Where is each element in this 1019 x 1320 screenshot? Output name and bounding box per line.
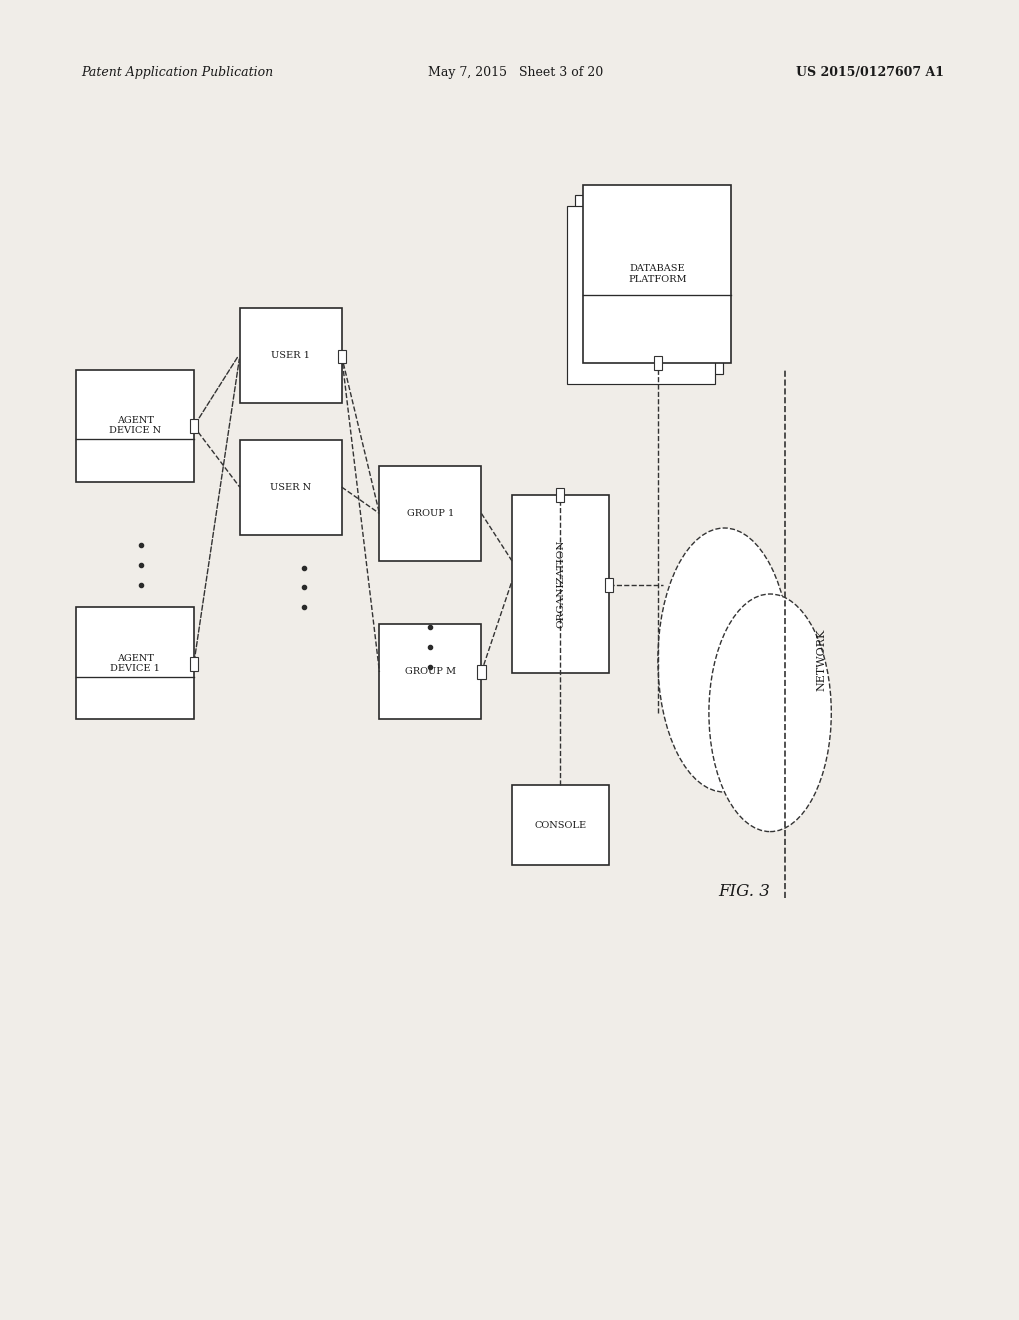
FancyBboxPatch shape [76,607,194,719]
Text: USER 1: USER 1 [271,351,310,359]
FancyBboxPatch shape [239,440,341,535]
FancyBboxPatch shape [190,657,198,671]
FancyBboxPatch shape [337,350,345,363]
FancyBboxPatch shape [76,370,194,482]
FancyBboxPatch shape [239,308,341,403]
Text: ORGANIZATION: ORGANIZATION [555,540,565,628]
Text: US 2015/0127607 A1: US 2015/0127607 A1 [795,66,943,79]
FancyBboxPatch shape [583,185,731,363]
Text: AGENT
DEVICE 1: AGENT DEVICE 1 [110,653,160,673]
FancyBboxPatch shape [512,495,608,673]
FancyBboxPatch shape [567,206,714,384]
Text: AGENT
DEVICE N: AGENT DEVICE N [109,416,161,436]
Text: FIG. 3: FIG. 3 [718,883,769,899]
Text: DATABASE
PLATFORM: DATABASE PLATFORM [628,264,686,284]
FancyBboxPatch shape [575,195,722,374]
Text: CONSOLE: CONSOLE [534,821,586,829]
Ellipse shape [657,528,790,792]
Text: GROUP 1: GROUP 1 [407,510,453,517]
FancyBboxPatch shape [379,466,481,561]
FancyBboxPatch shape [190,420,198,433]
FancyBboxPatch shape [477,665,485,678]
FancyBboxPatch shape [604,578,612,591]
Text: NETWORK: NETWORK [815,628,825,692]
Text: GROUP M: GROUP M [405,668,455,676]
Ellipse shape [708,594,830,832]
Text: USER N: USER N [270,483,311,491]
Text: May 7, 2015   Sheet 3 of 20: May 7, 2015 Sheet 3 of 20 [428,66,603,79]
Text: Patent Application Publication: Patent Application Publication [82,66,273,79]
FancyBboxPatch shape [512,785,608,865]
FancyBboxPatch shape [555,488,564,502]
FancyBboxPatch shape [653,356,661,370]
FancyBboxPatch shape [379,624,481,719]
